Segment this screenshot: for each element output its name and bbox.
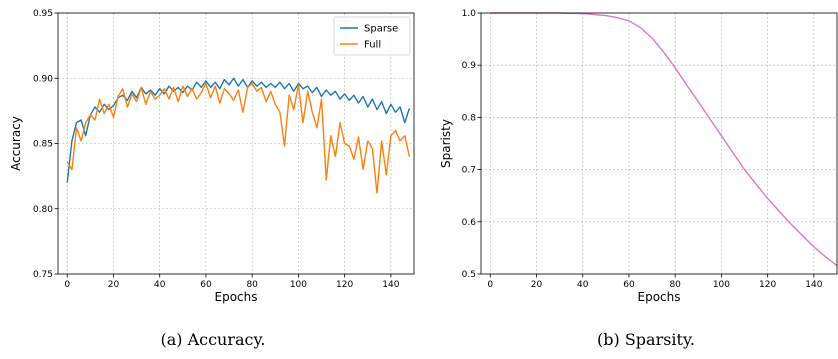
x-tick-label: 60 — [200, 280, 212, 290]
legend-label-sparse: Sparse — [364, 24, 398, 35]
series-line-full — [66, 82, 411, 194]
y-axis-label: Accuracy — [9, 116, 23, 171]
x-tick-label: 120 — [759, 280, 776, 290]
legend-label-full: Full — [364, 40, 381, 51]
x-tick-label: 60 — [623, 280, 635, 290]
legend: Sparse Full — [333, 16, 411, 56]
caption-accuracy: (a) Accuracy. — [160, 330, 266, 349]
legend-box — [333, 16, 411, 56]
series-line-sparse — [66, 77, 411, 183]
x-tick-label: 80 — [246, 280, 258, 290]
y-tick-label: 0.7 — [462, 166, 476, 176]
plot-frame — [480, 12, 838, 275]
caption-sparsity: (b) Sparsity. — [597, 330, 695, 349]
x-tick-label: 0 — [487, 280, 493, 290]
x-tick-label: 0 — [64, 280, 70, 290]
x-tick-label: 20 — [531, 280, 543, 290]
y-tick-label: 0.85 — [33, 140, 53, 150]
sparsity-chart: 0 20 40 60 80 100 120 140 0.5 0.6 0.7 0.8 0.9 1.0 Epoc… — [439, 9, 838, 304]
x-tick-label: 40 — [154, 280, 166, 290]
y-tick-label: 0.90 — [33, 74, 53, 84]
x-tick-label: 80 — [669, 280, 681, 290]
y-axis-label: Sparisty — [439, 119, 453, 168]
y-tick-label: 0.5 — [462, 270, 476, 280]
y-tick-label: 0.80 — [33, 205, 53, 215]
y-tick-label: 1.0 — [462, 9, 477, 19]
y-tick-label: 0.75 — [33, 270, 53, 280]
x-tick-label: 140 — [382, 280, 399, 290]
y-tick-label: 0.9 — [462, 61, 477, 71]
series-line-sparsity — [490, 12, 838, 267]
x-axis-label: Epochs — [638, 290, 681, 304]
y-tick-label: 0.8 — [462, 113, 477, 123]
x-axis-label: Epochs — [215, 290, 258, 304]
x-tick-label: 100 — [713, 280, 730, 290]
y-tick-label: 0.6 — [462, 218, 477, 228]
y-tick-label: 0.95 — [33, 9, 53, 19]
accuracy-chart: 0 20 40 60 80 100 120 140 0.75 0.80 0.85 0.90 0.95 Ep… — [9, 9, 415, 304]
x-tick-label: 100 — [290, 280, 307, 290]
x-tick-label: 140 — [805, 280, 822, 290]
x-tick-label: 20 — [108, 280, 120, 290]
x-tick-label: 120 — [336, 280, 353, 290]
x-tick-label: 40 — [577, 280, 589, 290]
